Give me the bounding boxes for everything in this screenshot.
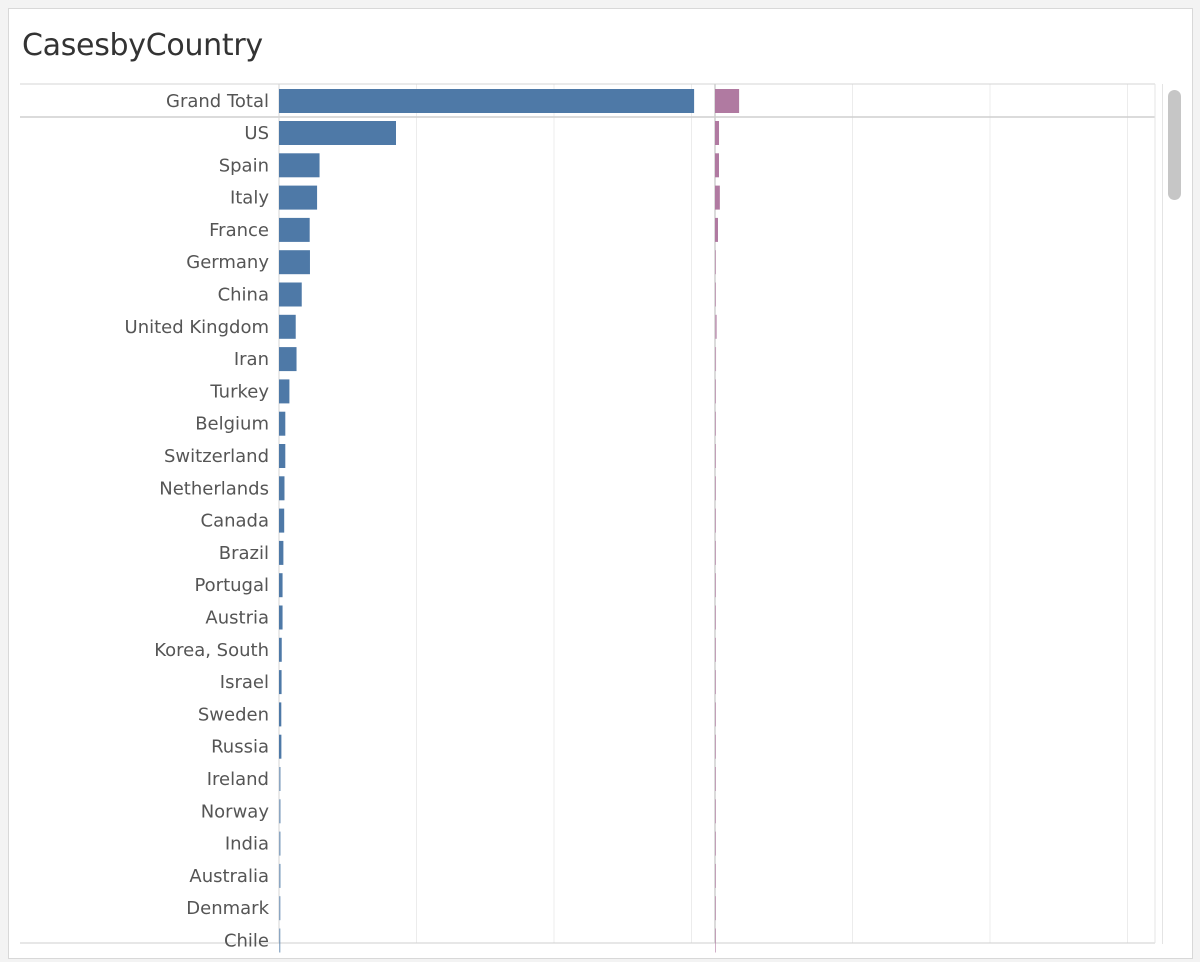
deaths-bar — [715, 347, 717, 372]
category-label: Portugal — [194, 575, 269, 596]
cases-bar — [279, 702, 282, 727]
cases-bar — [279, 637, 282, 662]
deaths-bar — [715, 605, 716, 630]
dashboard-frame — [8, 8, 1193, 959]
chart-title: CasesbyCountry — [22, 28, 263, 63]
cases-bar — [279, 928, 281, 953]
deaths-bar — [715, 734, 716, 759]
cases-bar — [279, 347, 297, 372]
cases-bar — [279, 282, 302, 307]
cases-bar — [279, 476, 285, 501]
category-label: Australia — [189, 866, 269, 887]
category-label: Canada — [201, 511, 270, 532]
deaths-bar — [715, 637, 716, 662]
deaths-bar — [715, 508, 716, 533]
deaths-bar — [715, 799, 716, 824]
cases-bar — [279, 605, 283, 630]
cases-bar — [279, 185, 318, 210]
category-label: India — [225, 834, 269, 855]
category-label: Grand Total — [166, 91, 269, 112]
category-label: Chile — [224, 931, 269, 952]
deaths-bar — [715, 250, 716, 275]
category-label: Norway — [201, 801, 270, 822]
category-label: Belgium — [195, 414, 269, 435]
cases-bar — [279, 444, 286, 468]
cases-bar — [279, 573, 283, 598]
deaths-bar — [715, 476, 716, 501]
category-label: Korea, South — [154, 640, 269, 661]
cases-bar — [279, 896, 281, 921]
deaths-bar — [715, 444, 716, 468]
category-label: Netherlands — [159, 478, 269, 499]
category-label: Italy — [230, 188, 269, 209]
category-label: Switzerland — [164, 446, 269, 467]
category-label: US — [244, 123, 269, 144]
cases-bar — [279, 217, 310, 242]
deaths-bar — [715, 121, 720, 145]
category-label: Brazil — [219, 543, 269, 564]
deaths-bar — [715, 831, 716, 856]
category-label: Spain — [219, 155, 269, 176]
cases-bar — [279, 767, 281, 791]
cases-bar — [279, 314, 296, 339]
cases-bar — [279, 831, 281, 856]
deaths-bar — [715, 153, 720, 178]
category-label: Turkey — [209, 381, 269, 402]
cases-bar — [279, 250, 310, 275]
cases-bar — [279, 863, 281, 888]
cases-bar — [279, 540, 284, 565]
cases-bar — [279, 670, 282, 695]
category-label: Israel — [220, 672, 269, 693]
deaths-bar — [715, 217, 718, 242]
category-label: China — [218, 285, 269, 306]
deaths-bar — [715, 540, 716, 565]
category-label: United Kingdom — [125, 317, 269, 338]
cases-bar — [279, 734, 282, 759]
deaths-bar — [715, 411, 716, 436]
deaths-bar — [715, 767, 716, 791]
cases-bar — [279, 799, 281, 824]
deaths-bar — [715, 379, 716, 404]
vertical-scrollbar[interactable] — [1162, 84, 1185, 944]
deaths-bar — [715, 314, 717, 339]
deaths-bar — [715, 185, 720, 210]
category-label: Iran — [234, 349, 269, 370]
deaths-bar — [715, 89, 740, 113]
deaths-bar — [715, 928, 716, 953]
cases-bar — [279, 411, 286, 436]
deaths-bar — [715, 670, 716, 695]
scrollbar-thumb[interactable] — [1168, 90, 1181, 200]
category-label: Sweden — [198, 704, 269, 725]
deaths-bar — [715, 282, 716, 307]
cases-bar — [279, 89, 695, 113]
deaths-bar — [715, 896, 716, 921]
deaths-bar — [715, 863, 716, 888]
deaths-bar — [715, 702, 716, 727]
category-label: France — [209, 220, 269, 241]
cases-bar — [279, 121, 396, 145]
cases-bar — [279, 379, 290, 404]
category-label: Denmark — [186, 898, 269, 919]
deaths-bar — [715, 573, 716, 598]
category-label: Austria — [205, 608, 269, 629]
cases-bar — [279, 153, 320, 178]
category-label: Germany — [186, 252, 269, 273]
cases-bar — [279, 508, 285, 533]
category-label: Ireland — [207, 769, 269, 790]
category-label: Russia — [211, 737, 269, 758]
